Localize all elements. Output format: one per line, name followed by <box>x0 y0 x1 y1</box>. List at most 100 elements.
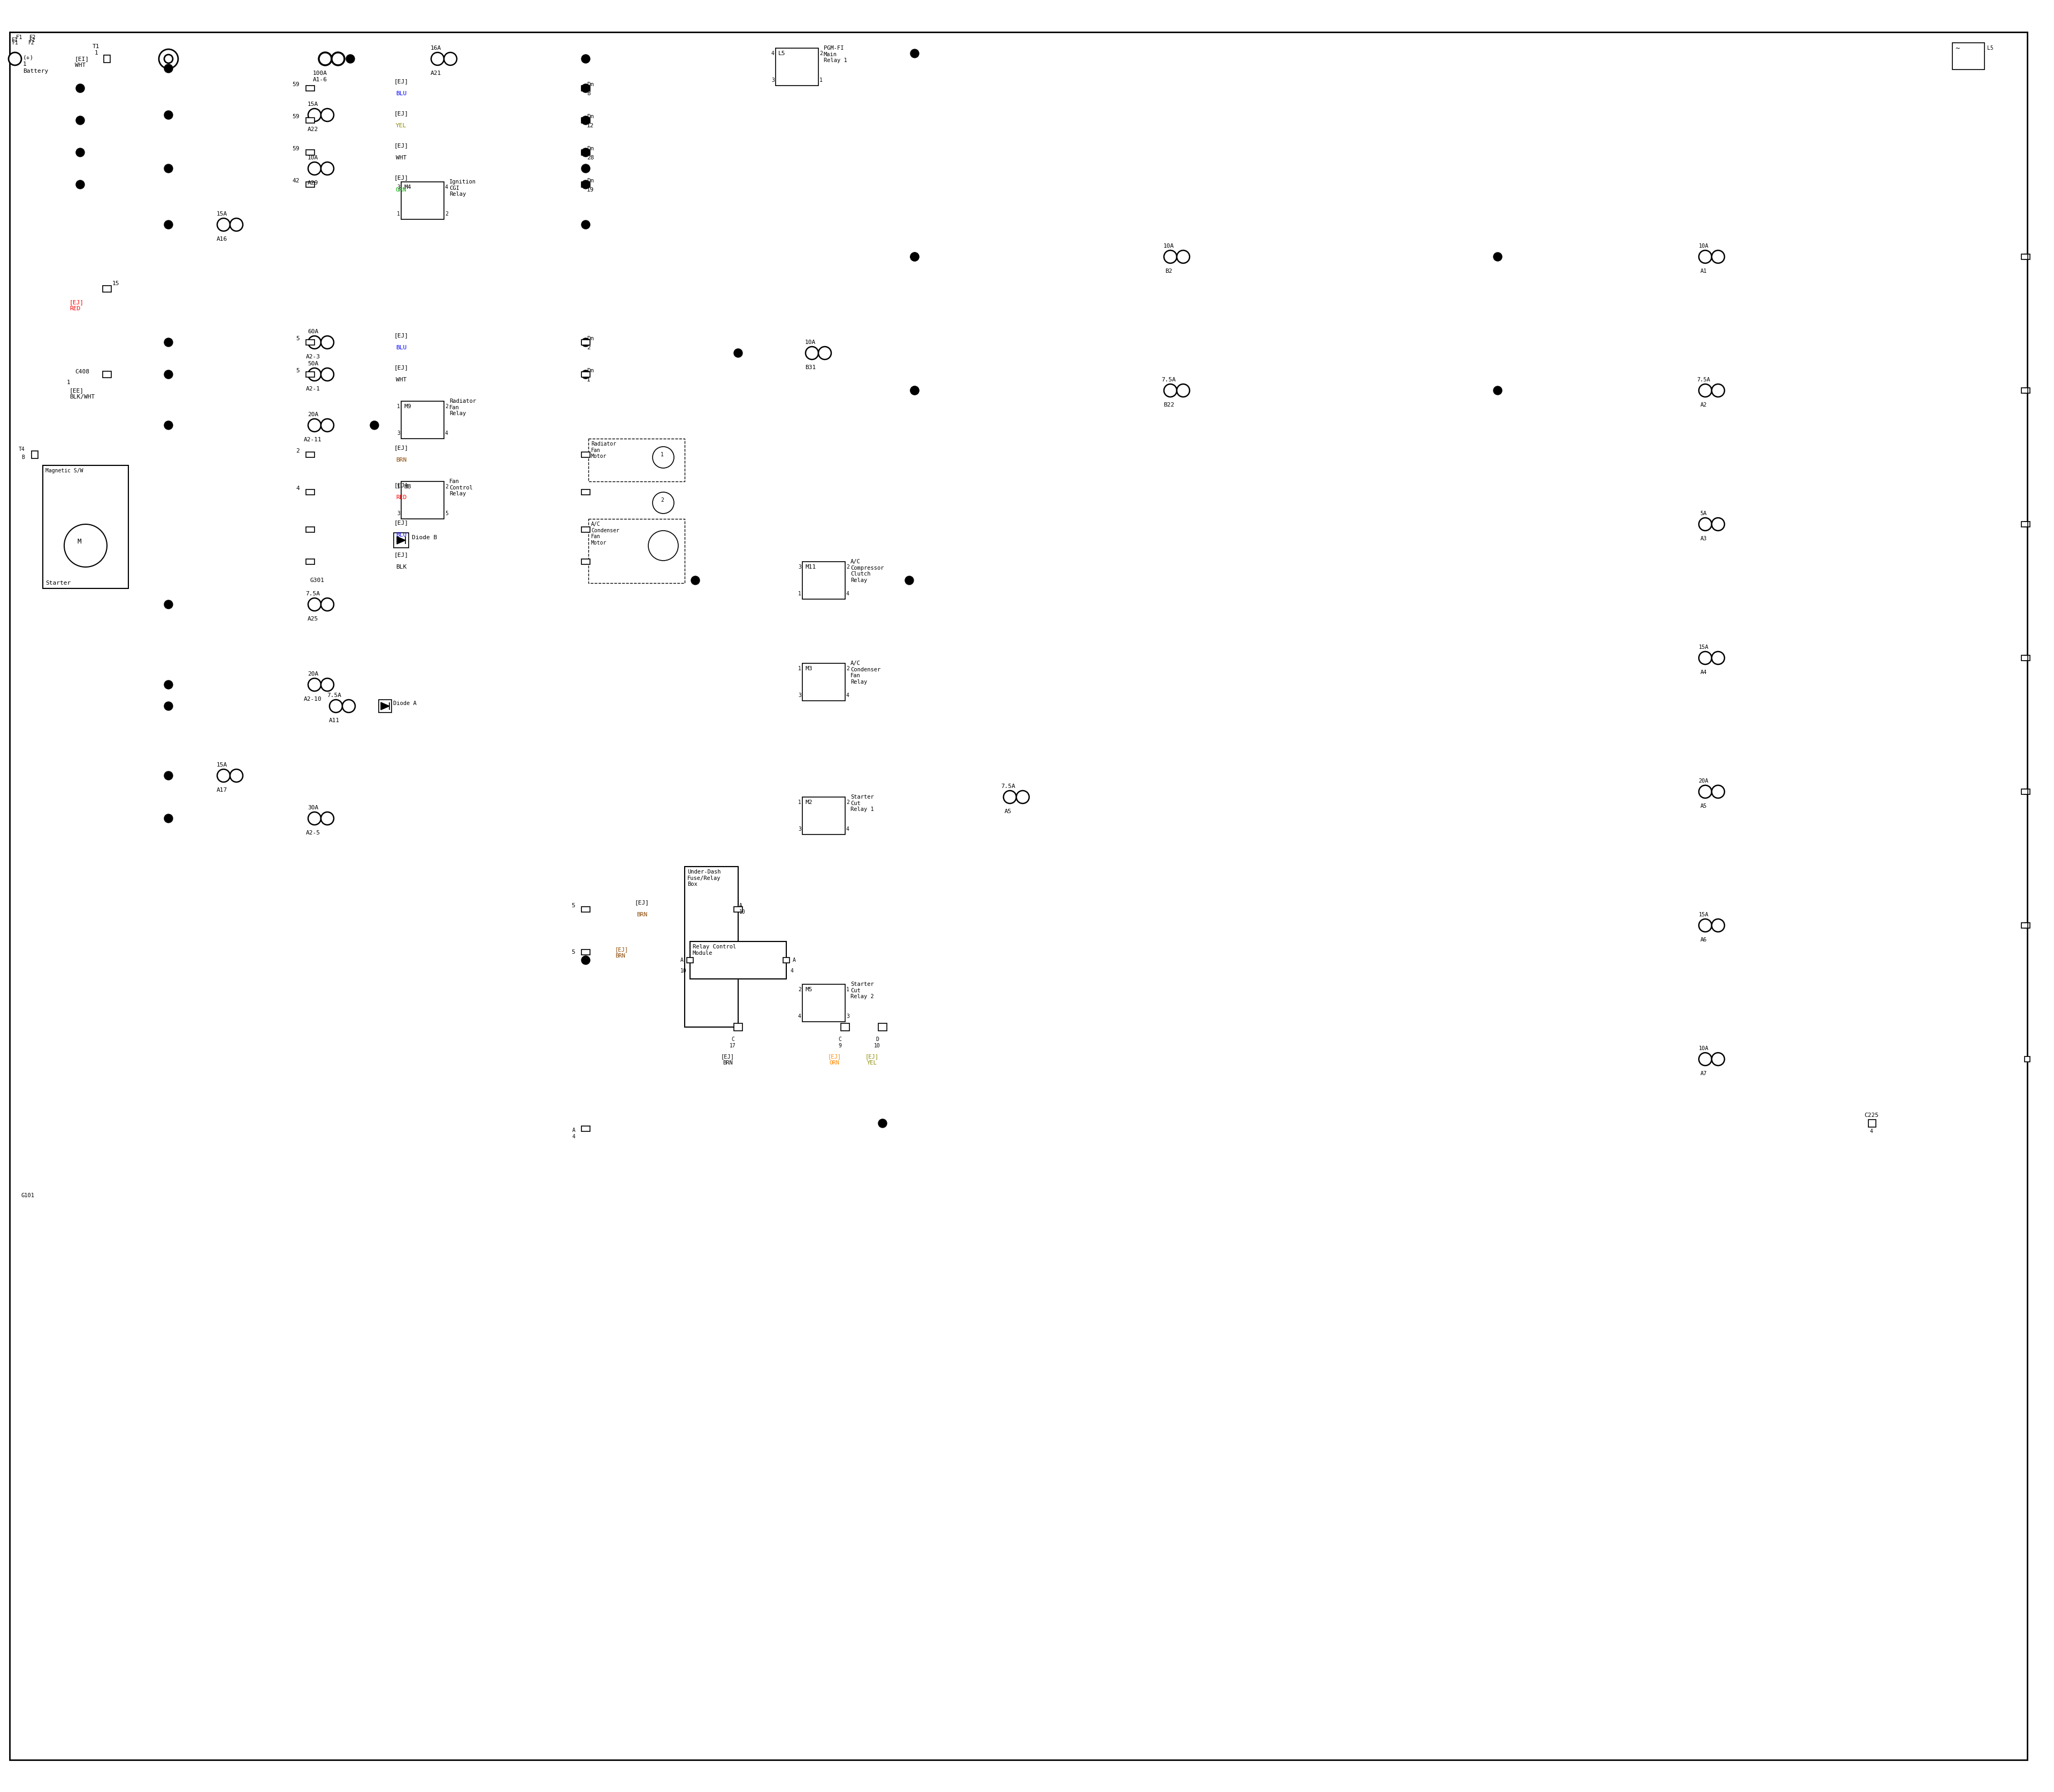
Text: F1: F1 <box>12 38 18 43</box>
Bar <box>581 559 589 564</box>
Text: 2: 2 <box>296 448 300 453</box>
Text: T4: T4 <box>18 446 25 452</box>
Text: A1-6: A1-6 <box>312 77 327 82</box>
Bar <box>2021 788 2027 794</box>
Circle shape <box>164 702 173 710</box>
Circle shape <box>906 575 914 584</box>
Text: 3: 3 <box>772 77 774 82</box>
Text: A22: A22 <box>308 127 318 133</box>
Circle shape <box>581 116 589 125</box>
Circle shape <box>1711 652 1725 665</box>
Text: 20A: 20A <box>308 672 318 677</box>
Text: Diode B: Diode B <box>413 536 438 539</box>
Text: 1: 1 <box>799 591 801 597</box>
Text: 1: 1 <box>820 77 822 82</box>
Text: 3: 3 <box>396 511 401 516</box>
Text: [EJ]: [EJ] <box>394 444 409 450</box>
Text: (+): (+) <box>23 54 33 59</box>
Text: Dn: Dn <box>587 367 594 373</box>
Bar <box>2025 387 2029 392</box>
Text: [EJ]: [EJ] <box>394 79 409 84</box>
Text: Radiator
Fan
Relay: Radiator Fan Relay <box>450 398 477 416</box>
Text: [EJ]: [EJ] <box>394 111 409 116</box>
Circle shape <box>910 48 918 57</box>
Text: 5: 5 <box>296 335 300 340</box>
Text: Relay Control
Module: Relay Control Module <box>692 944 735 955</box>
Text: Diode A: Diode A <box>392 701 417 706</box>
Text: M: M <box>78 538 82 545</box>
Text: 3: 3 <box>396 430 401 435</box>
Text: A6: A6 <box>1701 937 1707 943</box>
Circle shape <box>164 111 173 120</box>
Bar <box>581 527 589 532</box>
Text: 5: 5 <box>571 903 575 909</box>
Text: [EJ]: [EJ] <box>394 552 409 557</box>
Text: 3: 3 <box>799 694 801 699</box>
Text: 2: 2 <box>799 987 801 993</box>
Bar <box>306 371 314 376</box>
Circle shape <box>345 54 355 63</box>
Bar <box>581 118 589 124</box>
Text: [EI]
WHT: [EI] WHT <box>74 56 88 68</box>
Bar <box>2021 387 2027 392</box>
Circle shape <box>581 371 589 378</box>
Circle shape <box>1177 383 1189 396</box>
Text: BRN: BRN <box>396 457 407 462</box>
Text: BLU: BLU <box>396 346 407 351</box>
Text: 7.5A: 7.5A <box>1697 376 1711 382</box>
Text: 59: 59 <box>292 82 300 88</box>
Text: 100A: 100A <box>312 70 327 75</box>
Circle shape <box>1699 1052 1711 1066</box>
Text: RED: RED <box>396 495 407 500</box>
Text: 7.5A: 7.5A <box>306 591 320 597</box>
Text: 4: 4 <box>846 694 850 699</box>
Text: 4: 4 <box>846 826 850 831</box>
Text: Starter
Cut
Relay 1: Starter Cut Relay 1 <box>850 794 873 812</box>
Text: 7.5A: 7.5A <box>1161 376 1177 382</box>
Text: A25: A25 <box>308 616 318 622</box>
Polygon shape <box>380 702 390 710</box>
Bar <box>581 340 589 346</box>
Text: Under-Dash
Fuse/Relay
Box: Under-Dash Fuse/Relay Box <box>688 869 721 887</box>
Bar <box>306 489 314 495</box>
Text: 1: 1 <box>396 403 401 409</box>
Bar <box>401 482 444 520</box>
Text: 1: 1 <box>23 61 27 66</box>
Bar <box>803 984 844 1021</box>
Text: 5A: 5A <box>1701 511 1707 516</box>
Bar <box>105 56 111 63</box>
Text: F2: F2 <box>29 34 37 39</box>
Text: C225: C225 <box>1865 1113 1879 1118</box>
Text: 2: 2 <box>446 484 448 489</box>
Text: 15A: 15A <box>308 102 318 108</box>
Text: A5: A5 <box>1701 803 1707 808</box>
Circle shape <box>1699 919 1711 932</box>
Text: 59: 59 <box>292 145 300 151</box>
Circle shape <box>910 253 918 262</box>
Text: 5: 5 <box>446 511 448 516</box>
Text: PGM-FI
Main
Relay 1: PGM-FI Main Relay 1 <box>824 45 846 63</box>
Text: 15A: 15A <box>1699 912 1709 918</box>
Text: 30A: 30A <box>308 805 318 810</box>
Text: 3: 3 <box>799 826 801 831</box>
Text: 4: 4 <box>791 968 793 973</box>
Text: M9: M9 <box>405 403 411 409</box>
Bar <box>103 285 111 292</box>
Circle shape <box>1711 919 1725 932</box>
Text: [EJ]
BRN: [EJ] BRN <box>614 946 629 959</box>
Text: Fan
Control
Relay: Fan Control Relay <box>450 478 472 496</box>
Text: [EJ]: [EJ] <box>394 366 409 371</box>
Circle shape <box>910 387 918 394</box>
Text: M8: M8 <box>405 484 411 489</box>
Circle shape <box>1711 785 1725 797</box>
Circle shape <box>320 812 333 824</box>
Bar <box>581 151 589 156</box>
Text: F1: F1 <box>12 39 18 45</box>
Text: [EJ]: [EJ] <box>394 520 409 525</box>
Text: Dn: Dn <box>587 177 594 183</box>
Text: [EJ]
ORN: [EJ] ORN <box>828 1054 842 1066</box>
Circle shape <box>581 165 589 172</box>
Circle shape <box>879 1118 887 1127</box>
Circle shape <box>1177 251 1189 263</box>
Text: B: B <box>21 455 25 461</box>
